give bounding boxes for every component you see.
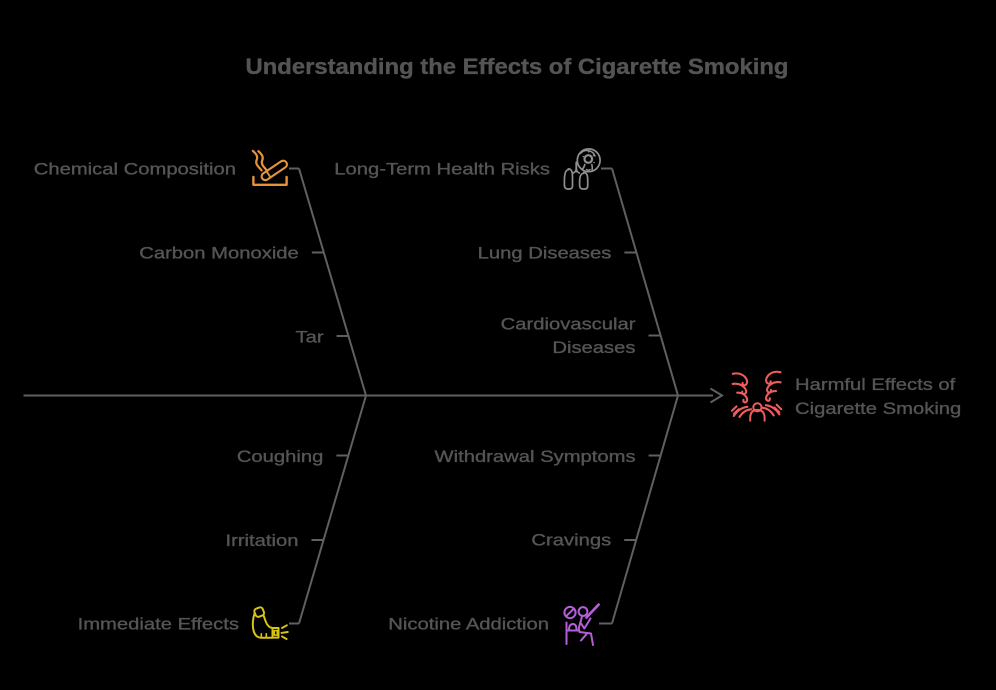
svg-text:Harmful Effects of: Harmful Effects of [795,375,956,394]
svg-text:Nicotine Addiction: Nicotine Addiction [388,614,549,633]
svg-text:Immediate Effects: Immediate Effects [78,614,239,633]
svg-text:Cravings: Cravings [531,530,611,549]
svg-text:Cigarette Smoking: Cigarette Smoking [795,399,961,418]
svg-text:Understanding the Effects of C: Understanding the Effects of Cigarette S… [245,54,788,79]
svg-text:Coughing: Coughing [237,447,324,466]
svg-text:Withdrawal Symptoms: Withdrawal Symptoms [435,447,636,466]
svg-text:Long-Term Health Risks: Long-Term Health Risks [334,159,550,178]
svg-text:Diseases: Diseases [552,338,635,357]
svg-text:Tar: Tar [296,327,324,346]
svg-text:Chemical Composition: Chemical Composition [34,159,236,178]
svg-text:Irritation: Irritation [225,531,298,550]
svg-text:Carbon Monoxide: Carbon Monoxide [139,243,299,262]
svg-text:Lung Diseases: Lung Diseases [478,243,612,262]
svg-text:Cardiovascular: Cardiovascular [501,314,636,333]
